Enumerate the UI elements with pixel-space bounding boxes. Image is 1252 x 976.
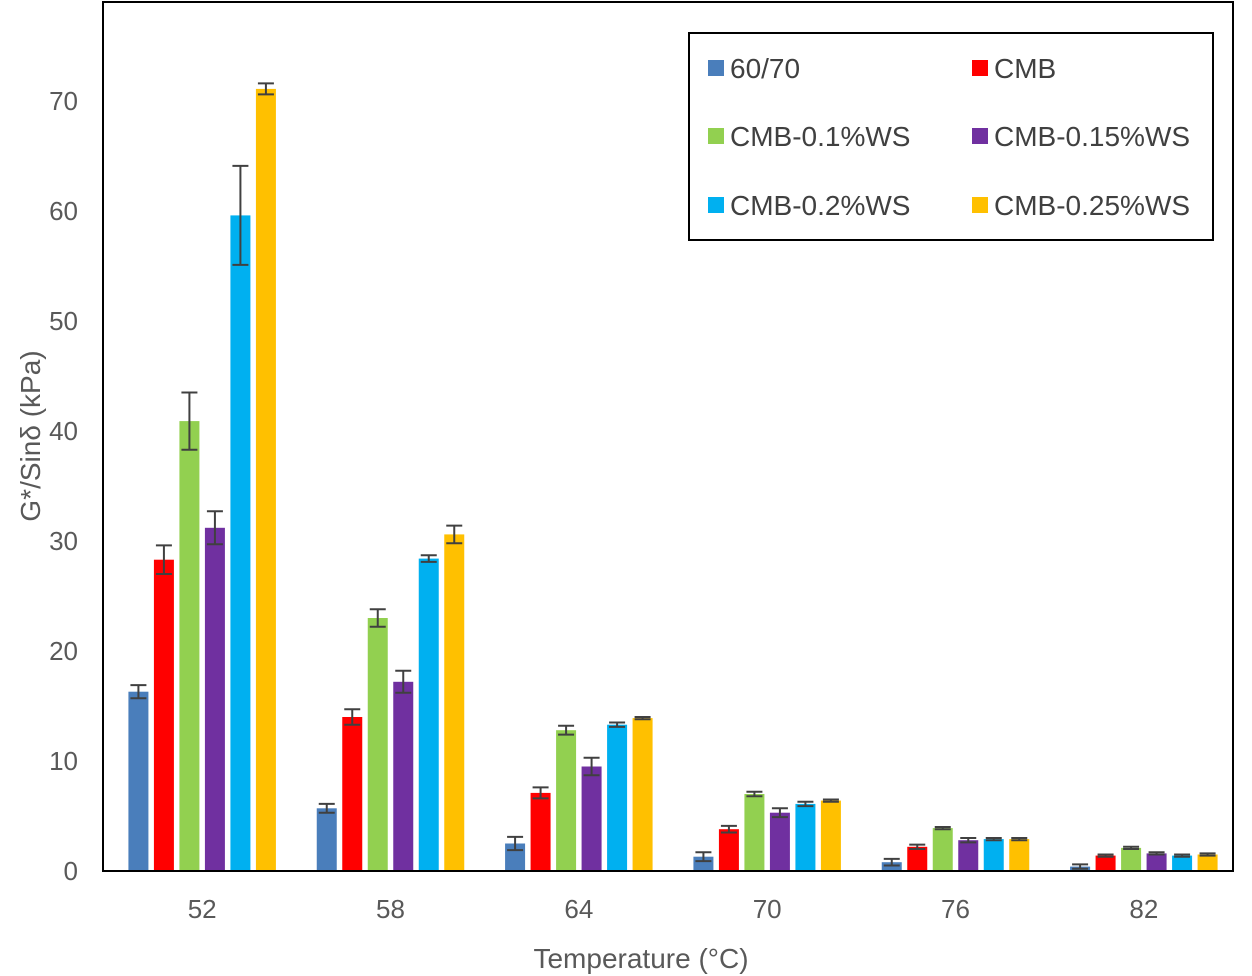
y-tick-label: 60 xyxy=(49,196,78,226)
bar xyxy=(718,829,739,871)
bar xyxy=(769,812,790,871)
bar xyxy=(530,792,551,871)
bar xyxy=(983,839,1004,871)
bar xyxy=(153,559,174,871)
bar xyxy=(418,558,439,871)
bar xyxy=(342,717,363,871)
y-tick-label: 0 xyxy=(64,856,78,886)
x-tick-label: 52 xyxy=(188,894,217,924)
bar xyxy=(744,794,765,871)
bar xyxy=(204,527,225,871)
x-axis-title: Temperature (°C) xyxy=(533,943,748,974)
legend-label: CMB-0.25%WS xyxy=(994,190,1190,221)
bar xyxy=(367,618,388,871)
y-tick-label: 50 xyxy=(49,306,78,336)
legend-label: CMB-0.1%WS xyxy=(730,121,910,152)
legend-swatch xyxy=(972,60,988,76)
bar xyxy=(179,421,200,871)
y-tick-label: 40 xyxy=(49,416,78,446)
legend-label: CMB-0.2%WS xyxy=(730,190,910,221)
bar xyxy=(1095,855,1116,871)
bar xyxy=(1121,847,1142,871)
bar xyxy=(607,724,628,871)
legend-label: CMB xyxy=(994,53,1056,84)
bar xyxy=(230,215,251,871)
y-tick-label: 10 xyxy=(49,746,78,776)
bar xyxy=(907,846,928,871)
legend-label: CMB-0.15%WS xyxy=(994,121,1190,152)
y-axis-ticks: 0 10 20 30 40 50 60 70 xyxy=(49,86,78,886)
y-tick-label: 20 xyxy=(49,636,78,666)
bar xyxy=(393,681,414,871)
bar xyxy=(581,766,602,871)
legend-swatch xyxy=(972,128,988,144)
x-tick-label: 70 xyxy=(753,894,782,924)
bar xyxy=(556,730,577,871)
bar xyxy=(1146,853,1167,871)
bar xyxy=(820,800,841,871)
bar xyxy=(1197,854,1218,871)
x-tick-label: 58 xyxy=(376,894,405,924)
legend-box xyxy=(688,32,1214,241)
legend-swatch xyxy=(708,60,724,76)
x-tick-label: 82 xyxy=(1129,894,1158,924)
x-tick-label: 64 xyxy=(564,894,593,924)
bar xyxy=(1172,855,1193,871)
bar xyxy=(316,808,337,871)
x-tick-label: 76 xyxy=(941,894,970,924)
legend-label: 60/70 xyxy=(730,53,800,84)
bar xyxy=(932,828,953,871)
y-tick-label: 30 xyxy=(49,526,78,556)
bar xyxy=(632,718,653,871)
bar xyxy=(1009,839,1030,871)
bar xyxy=(795,803,816,871)
legend-swatch xyxy=(708,197,724,213)
bar xyxy=(128,691,149,871)
bar xyxy=(255,88,276,871)
bars-group xyxy=(128,82,1218,871)
legend-swatch xyxy=(708,128,724,144)
legend: 60/70 CMB CMB-0.1%WS CMB-0.15%WS CMB-0.2%WS C… xyxy=(688,32,1214,241)
x-axis-ticks: 52 58 64 70 76 82 xyxy=(188,894,1159,924)
y-axis-title: G*/Sinδ (kPa) xyxy=(15,350,46,521)
y-tick-label: 70 xyxy=(49,86,78,116)
bar xyxy=(958,840,979,871)
bar xyxy=(444,534,465,871)
legend-swatch xyxy=(972,197,988,213)
bar xyxy=(881,862,902,871)
